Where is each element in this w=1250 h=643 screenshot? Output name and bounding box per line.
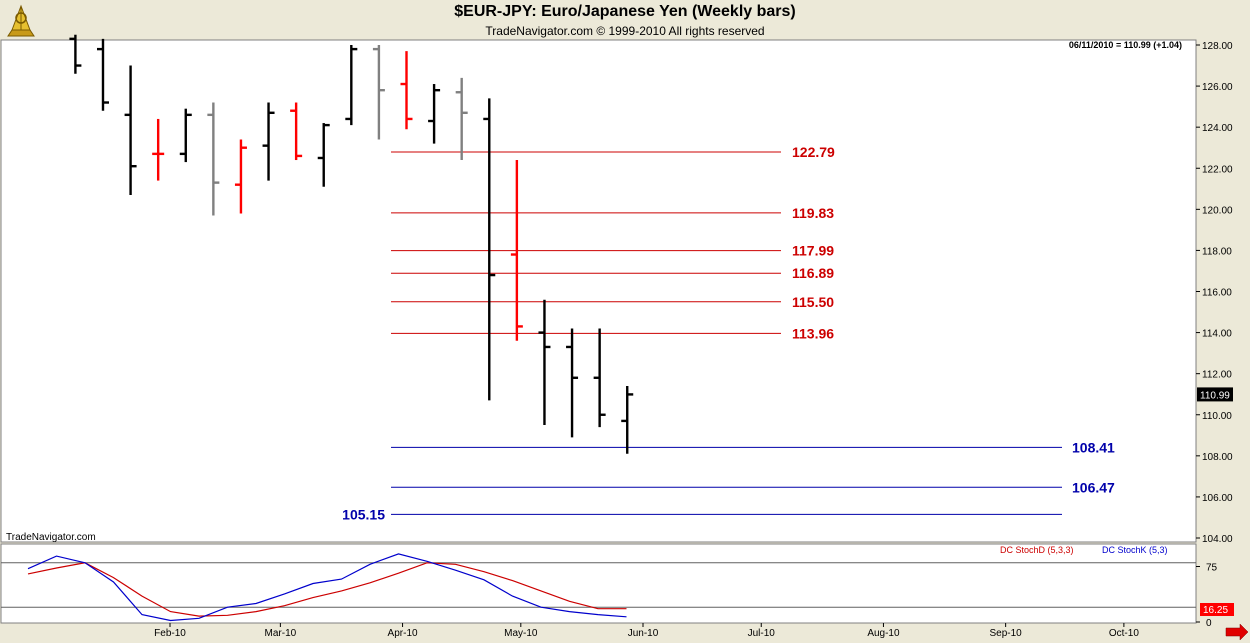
ohlc-bar	[538, 299, 551, 426]
x-tick-label: Aug-10	[867, 628, 900, 639]
ohlc-bar	[621, 385, 634, 454]
level-label: 117.99	[792, 243, 834, 259]
ohlc-bar	[400, 51, 413, 130]
ohlc-bar	[290, 102, 303, 161]
x-tick-label: Oct-10	[1109, 628, 1139, 639]
price-plot-background	[0, 39, 1197, 543]
ohlc-bar	[96, 38, 109, 111]
level-label: 113.96	[792, 325, 834, 341]
level-label: 115.50	[792, 294, 834, 310]
y-tick-label: 110.00	[1202, 411, 1232, 422]
level-label: 122.79	[792, 144, 835, 160]
y-tick-label: 114.00	[1202, 329, 1232, 340]
x-axis: Feb-10 Mar-10 Apr-10 May-10 Jun-10 Jul-10 Aug-…	[154, 623, 1139, 639]
level-label: 106.47	[1072, 479, 1115, 495]
level-label: 108.41	[1072, 439, 1115, 455]
x-tick-label: May-10	[504, 628, 538, 639]
ohlc-bar	[69, 34, 82, 74]
ohlc-bar	[179, 108, 192, 163]
x-tick-label: Mar-10	[265, 628, 297, 639]
stoch-legend-item: DC StochD (5,3,3)	[1000, 545, 1074, 555]
x-tick-label: Jul-10	[748, 628, 776, 639]
ohlc-bar	[262, 102, 275, 181]
title-bar: $EUR-JPY: Euro/Japanese Yen (Weekly bars…	[0, 0, 1250, 40]
ohlc-bar	[207, 102, 220, 216]
ohlc-bar	[428, 84, 441, 144]
y-tick-label: 112.00	[1202, 370, 1232, 381]
level-label: 116.89	[792, 265, 834, 281]
ohlc-bar	[483, 98, 496, 401]
stochastic-panel: 75 0 DC StochD (5,3,3) DC StochK (5,3) 16.25	[0, 543, 1234, 629]
stoch-series-line	[27, 562, 627, 617]
y-tick-label: 120.00	[1202, 205, 1233, 216]
level-label: 119.83	[792, 205, 834, 221]
chart-subtitle: TradeNavigator.com © 1999-2010 All right…	[485, 24, 765, 38]
y-tick-label: 108.00	[1202, 452, 1233, 463]
x-tick-label: Apr-10	[388, 628, 418, 639]
stoch-y-tick-label: 0	[1206, 618, 1212, 629]
y-tick-label: 124.00	[1202, 123, 1233, 134]
stoch-y-tick-label: 75	[1206, 563, 1218, 574]
ohlc-bar	[455, 77, 468, 161]
stochastic-plot-background	[0, 543, 1197, 624]
last-price-tag-label: 110.99	[1200, 390, 1230, 401]
y-tick-label: 128.00	[1202, 41, 1233, 52]
y-tick-label: 116.00	[1202, 288, 1232, 299]
chart-title: $EUR-JPY: Euro/Japanese Yen (Weekly bars…	[454, 3, 796, 20]
stoch-last-value-tag	[1200, 603, 1234, 616]
y-tick-label: 126.00	[1202, 82, 1233, 93]
level-label: 105.15	[342, 506, 385, 522]
x-tick-label: Jun-10	[628, 628, 659, 639]
stoch-series-line	[27, 553, 627, 622]
trade-navigator-logo-icon	[7, 4, 35, 37]
ohlc-bar	[372, 45, 385, 140]
ohlc-bar	[566, 328, 579, 438]
ohlc-bar	[593, 328, 606, 428]
stoch-legend-item: DC StochK (5,3)	[1102, 545, 1168, 555]
ohlc-bar	[345, 45, 358, 126]
x-tick-label: Sep-10	[990, 628, 1023, 639]
ohlc-bar	[510, 160, 523, 341]
scroll-right-arrow-icon[interactable]	[1225, 623, 1249, 641]
y-tick-label: 122.00	[1202, 164, 1233, 175]
ohlc-bar	[317, 123, 330, 187]
price-panel: 128.00 126.00 124.00 122.00 120.00 118.00 116.…	[0, 34, 1233, 545]
y-tick-label: 106.00	[1202, 493, 1233, 504]
watermark-text: TradeNavigator.com	[6, 532, 96, 543]
ohlc-bar	[234, 139, 247, 214]
ohlc-bar	[152, 118, 165, 181]
stoch-last-value-label: 16.25	[1203, 605, 1228, 616]
y-tick-label: 118.00	[1202, 246, 1232, 257]
y-tick-label: 104.00	[1202, 534, 1233, 545]
last-price-tag	[1197, 387, 1233, 402]
last-price-info: 06/11/2010 = 110.99 (+1.04)	[1069, 40, 1182, 50]
x-tick-label: Feb-10	[154, 628, 186, 639]
ohlc-bar	[124, 65, 137, 195]
